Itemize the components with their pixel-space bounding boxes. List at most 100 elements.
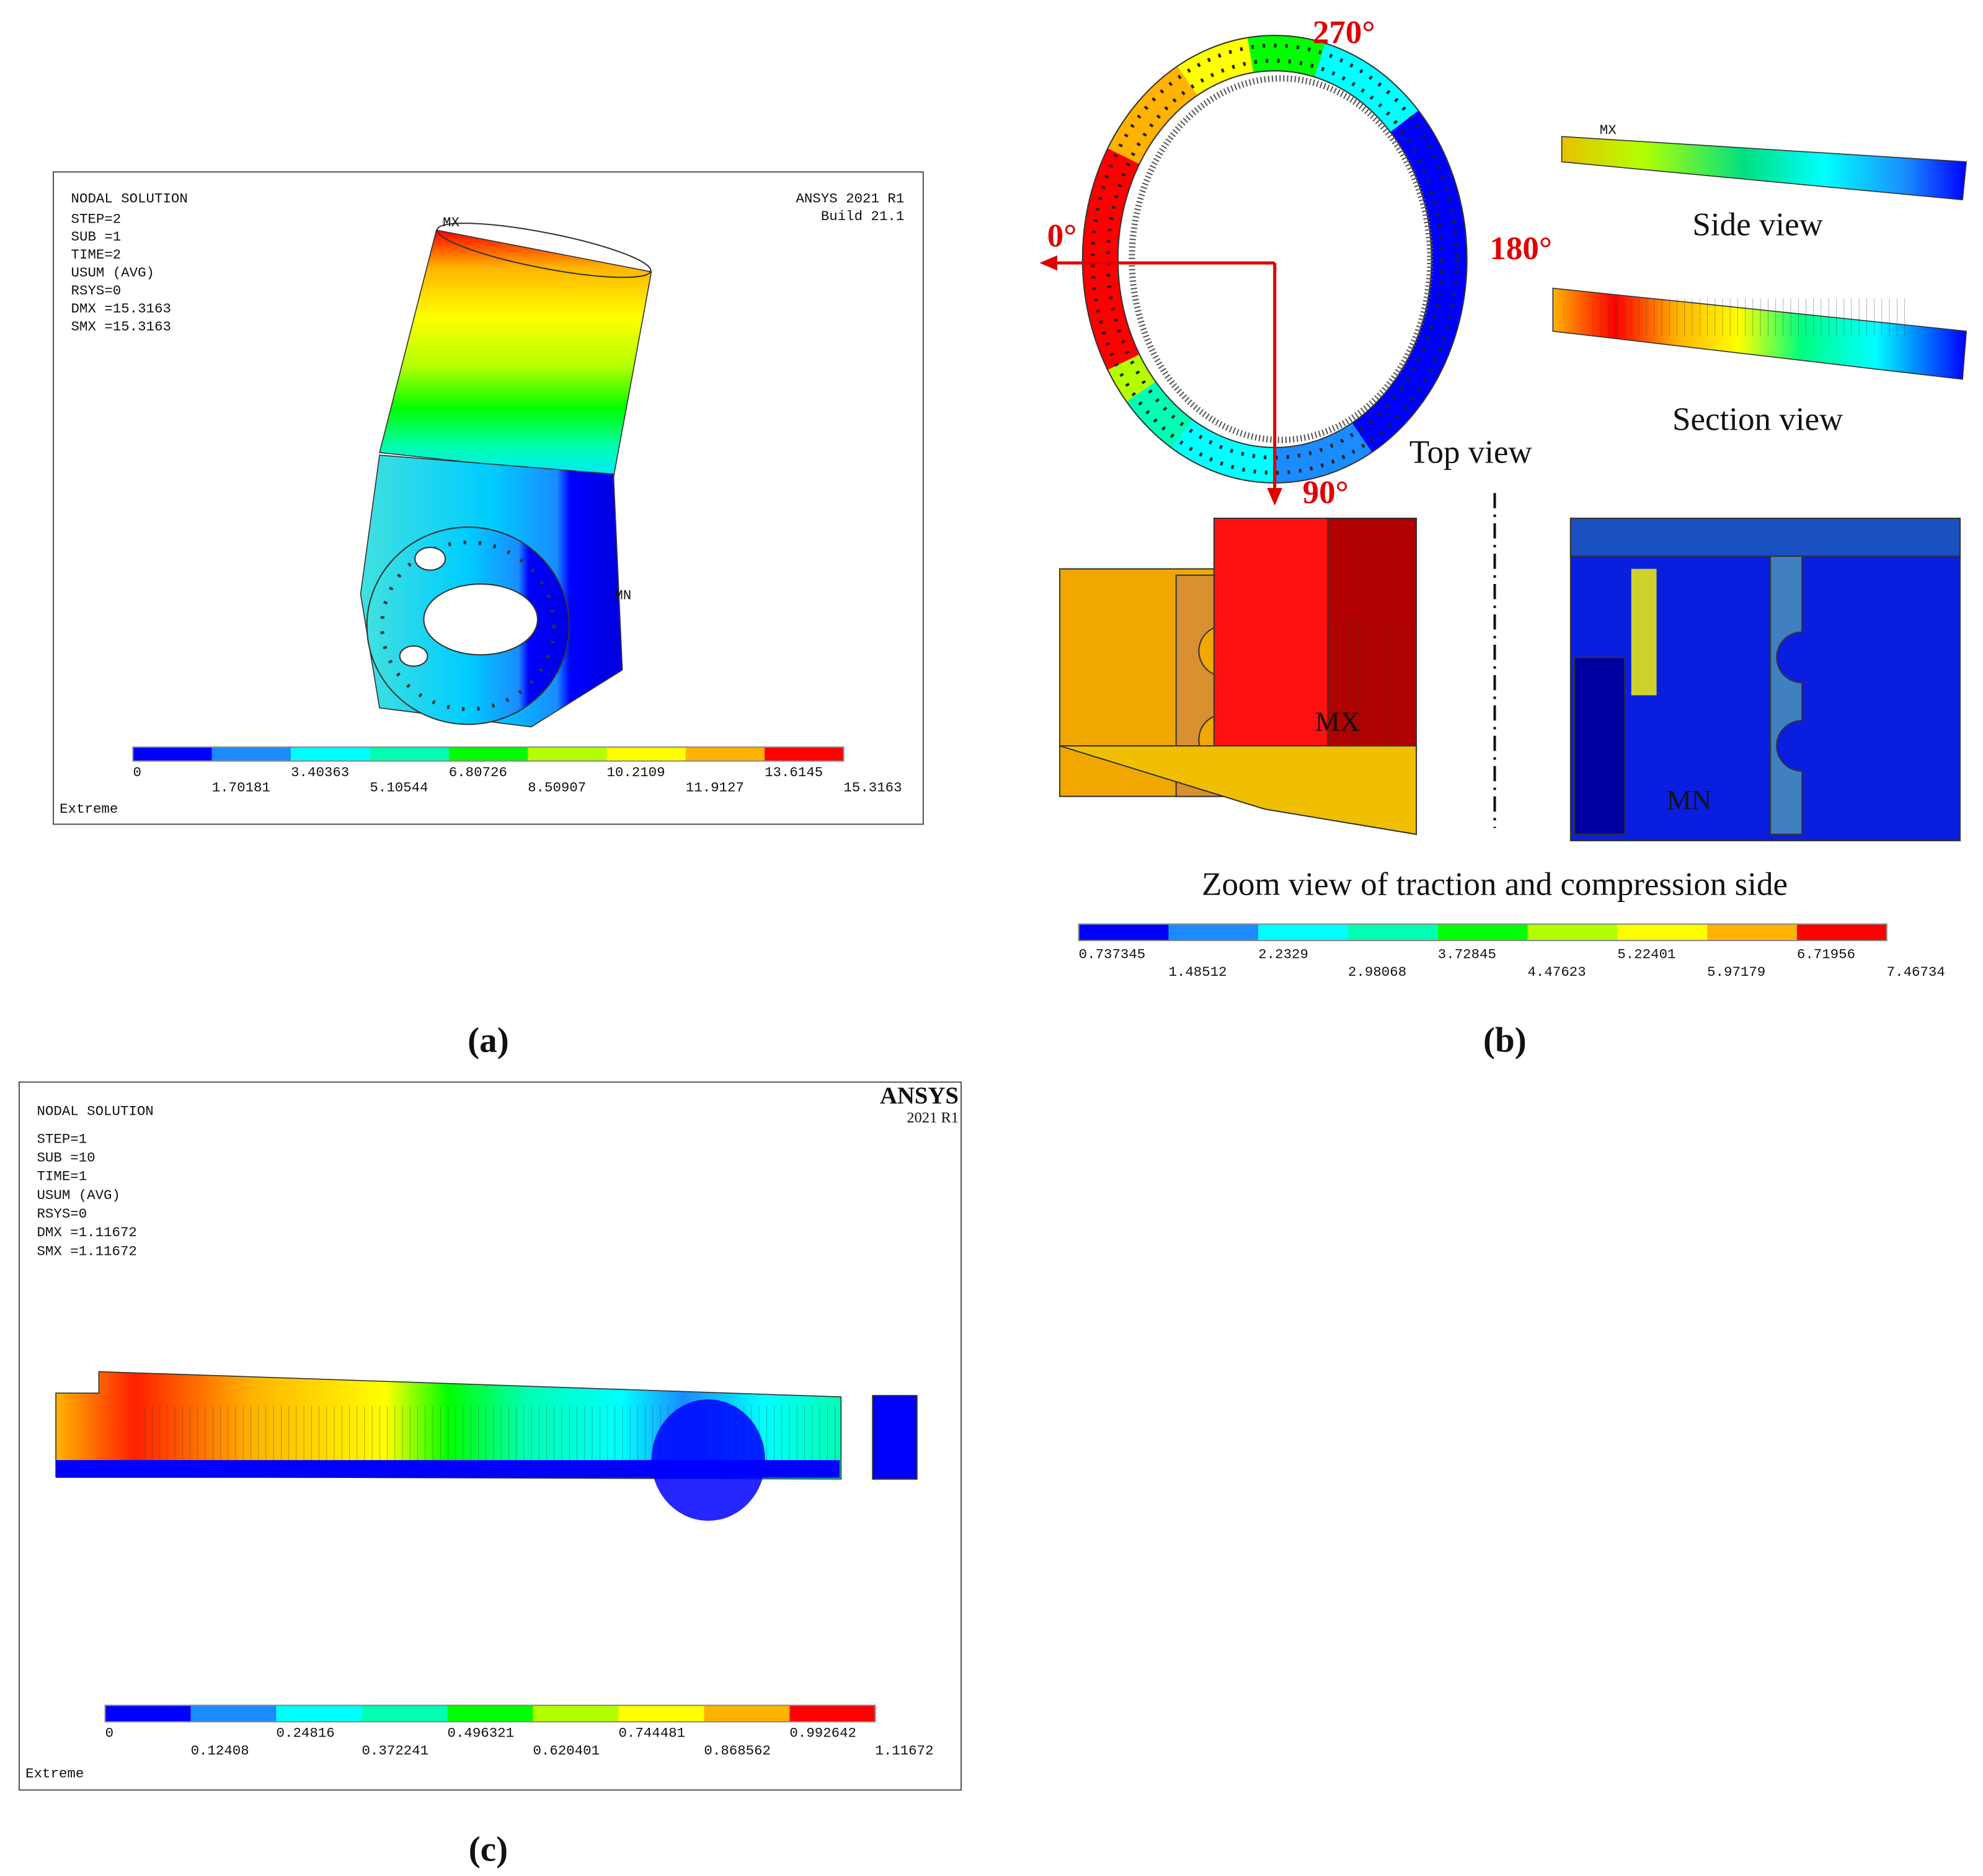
solution-info: SMX =1.11672 [37,1243,136,1259]
colorbar-label: 15.3163 [843,779,902,795]
solution-info: SMX =15.3163 [71,319,171,335]
colorbar-label: 0.496321 [448,1725,515,1741]
colorbar-label: 1.11672 [875,1743,933,1759]
solution-info: USUM (AVG) [37,1187,120,1203]
colorbar-label: 0.737345 [1079,947,1146,963]
colorbar-label: 6.71956 [1797,947,1855,963]
arrow-head [1267,488,1282,506]
colorbar-cell [276,1705,362,1722]
colorbar-label: 2.2329 [1258,947,1308,963]
colorbar-cell [105,1705,191,1722]
colorbar-frame [1078,923,1888,942]
colorbar-cell [618,1705,704,1722]
colorbar-label: 5.10544 [370,779,428,795]
solution-info: DMX =1.11672 [37,1224,136,1241]
side-view [1561,136,1967,201]
low-zone [651,1399,766,1521]
colorbar-label: 13.6145 [765,764,823,781]
view-label: Section view [1672,401,1843,437]
solution-info: DMX =15.3163 [71,301,171,317]
gear-teeth [1129,75,1434,443]
colorbar-label: 1.48512 [1168,964,1227,980]
cylinder-rim [436,223,652,278]
ring-segment [1082,148,1140,370]
arrow-head [1039,255,1058,271]
colorbar-cell [291,747,370,761]
colorbar-cell [211,747,291,761]
solution-info: TIME=2 [71,247,122,263]
solution-info: SUB =10 [37,1150,95,1166]
colorbar-label: 11.9127 [686,779,744,795]
min-marker: MN [614,588,631,604]
brand: 2021 R1 [907,1110,959,1126]
bolt-circle [1106,58,1444,460]
colorbar-label: 0.12408 [191,1743,249,1759]
hole [423,583,538,656]
colorbar-cell [704,1705,790,1722]
ring-segment [1107,354,1156,402]
colorbar-label: 0.868562 [704,1743,771,1759]
colorbar-label: 0.372241 [362,1743,429,1759]
ring-top-view [1081,35,1468,484]
colorbar-label: 5.22401 [1617,947,1675,963]
footer: Extreme [60,801,118,817]
colorbar-label: 0.744481 [618,1725,685,1741]
ring-segment [1171,419,1275,483]
solution-info: RSYS=0 [71,283,122,299]
footer: Extreme [25,1766,84,1782]
colorbar-cell [789,1705,876,1722]
colorbar-cell [1168,924,1259,941]
colorbar-cell [765,747,844,761]
colorbar-label: 2.98068 [1348,964,1406,980]
brand: Build 21.1 [821,208,904,224]
ring-segment [1126,381,1194,448]
colorbar-cell [1617,924,1708,941]
min-marker: MN [1667,784,1711,815]
colorbar-cell [190,1705,277,1722]
colorbar-label: 0.992642 [789,1725,856,1741]
section-end [872,1395,918,1480]
colorbar-label: 5.97179 [1707,964,1765,980]
colorbar-label: 3.72845 [1438,947,1496,963]
solution-info: STEP=1 [37,1131,87,1147]
colorbar-frame [132,746,845,762]
colorbar-label: 0 [133,764,141,781]
hole [414,546,446,571]
zoom-label: Zoom view of traction and compression si… [1202,867,1788,903]
zoom-compression [1569,518,1961,842]
ring-segment [1352,110,1467,453]
colorbar-cell [362,1705,448,1722]
colorbar-label: 0.620401 [533,1743,600,1759]
bolt-circle [1091,43,1459,475]
solution-info: SUB =1 [71,229,122,245]
colorbar-cell [685,747,765,761]
colorbar-cell [1437,924,1528,941]
section-teeth [1593,298,1910,337]
solution-info: USUM (AVG) [71,265,154,281]
colorbar-cell [1796,924,1887,941]
angle-label: 270° [1313,14,1375,50]
zoom-traction [1059,518,1417,835]
colorbar-cell [528,747,607,761]
colorbar-cell [447,1705,533,1722]
colorbar-label: 3.40363 [291,764,349,781]
solution-info: NODAL SOLUTION [71,190,188,206]
max-marker: MX [1600,122,1617,138]
bolt-circle [380,540,556,711]
brand: ANSYS 2021 R1 [796,190,904,206]
view-label: Top view [1409,434,1533,470]
ring-segment [1314,43,1419,133]
colorbar-cell [448,747,528,761]
caption: (a) [468,1021,509,1060]
solution-info: RSYS=0 [37,1206,87,1222]
colorbar-cell [1527,924,1618,941]
ring-segment [1247,35,1326,77]
view-label: Side view [1692,206,1823,242]
colorbar-label: 8.50907 [528,779,586,795]
colorbar-label: 0 [105,1725,113,1741]
colorbar-label: 4.47623 [1528,964,1586,980]
hole [399,645,428,667]
solution-info: TIME=1 [37,1169,87,1185]
solution-info: STEP=2 [71,211,122,227]
